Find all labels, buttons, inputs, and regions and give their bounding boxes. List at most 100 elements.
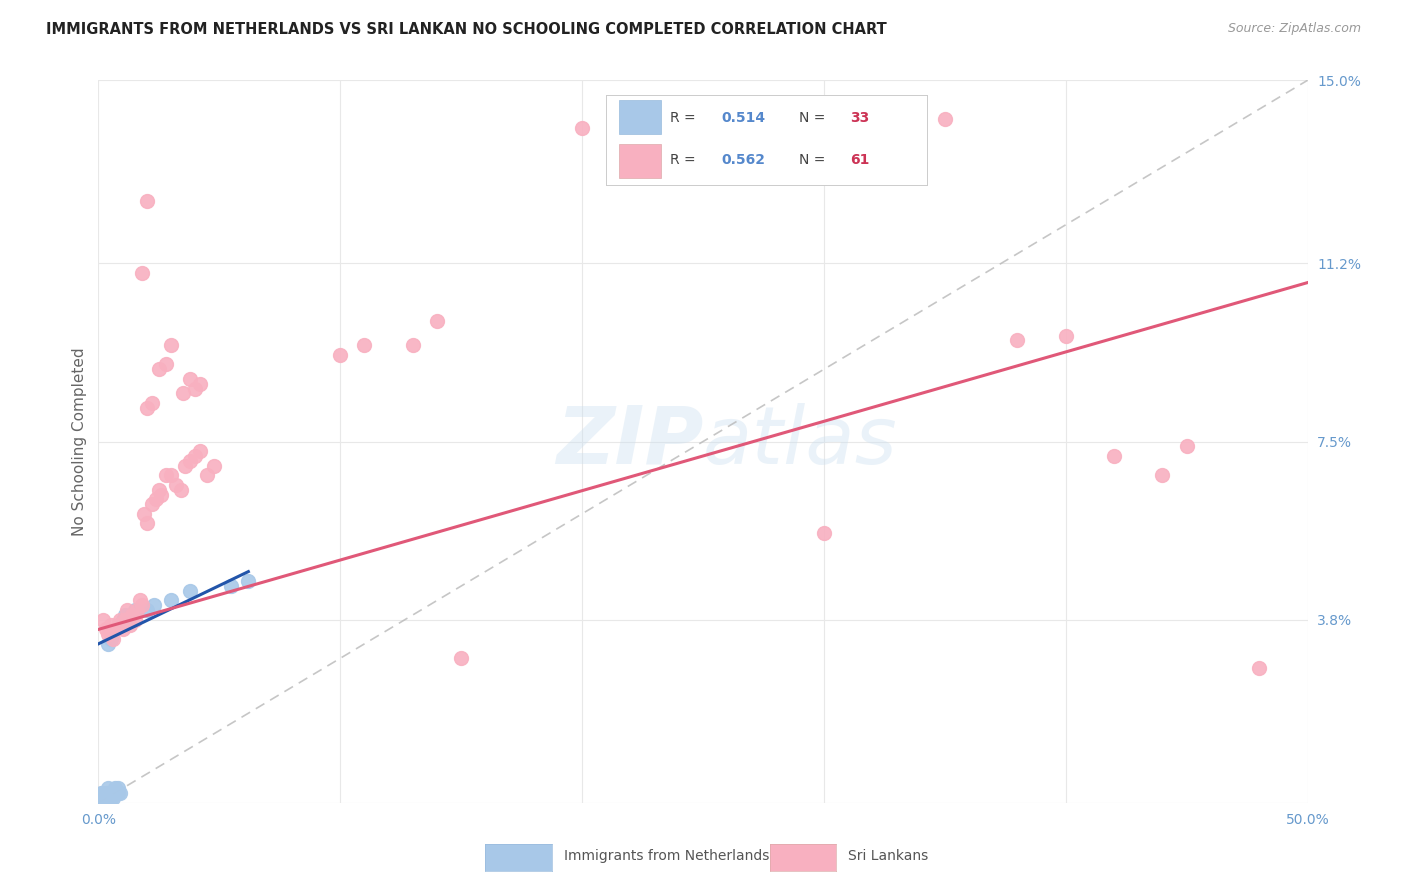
Point bbox=[91, 796, 114, 810]
Point bbox=[97, 637, 120, 651]
Point bbox=[91, 791, 114, 805]
Point bbox=[111, 623, 134, 637]
Point bbox=[91, 613, 114, 627]
Point bbox=[100, 617, 122, 632]
Point bbox=[135, 194, 157, 208]
Text: Source: ZipAtlas.com: Source: ZipAtlas.com bbox=[1227, 22, 1361, 36]
Point bbox=[114, 613, 136, 627]
Point bbox=[107, 617, 129, 632]
Point bbox=[124, 613, 146, 627]
Point bbox=[104, 623, 127, 637]
Point bbox=[619, 155, 641, 169]
Point bbox=[160, 468, 183, 483]
Point bbox=[1007, 334, 1029, 348]
Point bbox=[1249, 661, 1271, 675]
Point bbox=[172, 386, 194, 401]
Point bbox=[97, 781, 120, 796]
Point bbox=[179, 583, 201, 598]
Point bbox=[90, 791, 112, 805]
Text: Immigrants from Netherlands: Immigrants from Netherlands bbox=[564, 849, 769, 863]
Point bbox=[100, 632, 122, 646]
Text: IMMIGRANTS FROM NETHERLANDS VS SRI LANKAN NO SCHOOLING COMPLETED CORRELATION CHA: IMMIGRANTS FROM NETHERLANDS VS SRI LANKA… bbox=[46, 22, 887, 37]
Text: atlas: atlas bbox=[703, 402, 898, 481]
Point bbox=[135, 603, 157, 617]
Point bbox=[426, 314, 449, 328]
Point bbox=[402, 338, 425, 352]
Point bbox=[150, 487, 173, 501]
Point bbox=[571, 121, 593, 136]
Point bbox=[155, 358, 177, 372]
Point bbox=[160, 338, 183, 352]
Point bbox=[100, 786, 122, 800]
Point bbox=[353, 338, 375, 352]
Point bbox=[148, 362, 170, 376]
Point bbox=[813, 526, 835, 541]
Point bbox=[97, 791, 120, 805]
Point bbox=[135, 401, 157, 415]
Point bbox=[134, 507, 156, 521]
Point bbox=[121, 607, 143, 622]
Point bbox=[145, 492, 167, 507]
Point bbox=[97, 786, 120, 800]
Point bbox=[128, 593, 150, 607]
Point bbox=[184, 382, 207, 396]
Point bbox=[179, 454, 201, 468]
Point bbox=[188, 376, 211, 391]
Point bbox=[107, 786, 129, 800]
Point bbox=[108, 613, 131, 627]
Point bbox=[94, 791, 117, 805]
Point bbox=[108, 786, 131, 800]
Point bbox=[221, 579, 243, 593]
Point bbox=[94, 786, 117, 800]
Point bbox=[127, 603, 149, 617]
Point bbox=[90, 786, 112, 800]
Point bbox=[94, 623, 117, 637]
Point bbox=[238, 574, 260, 589]
Point bbox=[141, 396, 163, 410]
Point bbox=[169, 483, 191, 497]
Point bbox=[148, 483, 170, 497]
Point bbox=[131, 599, 153, 613]
Point bbox=[91, 786, 114, 800]
Point bbox=[450, 651, 472, 665]
Point bbox=[765, 107, 787, 121]
Point bbox=[101, 632, 124, 646]
Point bbox=[124, 603, 146, 617]
Y-axis label: No Schooling Completed: No Schooling Completed bbox=[72, 347, 87, 536]
Point bbox=[114, 607, 136, 622]
Point bbox=[141, 497, 163, 511]
Point bbox=[934, 112, 956, 126]
Point bbox=[100, 791, 122, 805]
Point bbox=[90, 796, 112, 810]
Point bbox=[97, 627, 120, 641]
Point bbox=[1175, 439, 1198, 453]
Point bbox=[101, 791, 124, 805]
Point bbox=[104, 786, 127, 800]
Point bbox=[1102, 449, 1125, 463]
Point bbox=[160, 593, 183, 607]
Point bbox=[117, 603, 139, 617]
Point bbox=[195, 468, 218, 483]
Point bbox=[118, 617, 141, 632]
Point bbox=[188, 444, 211, 458]
Point bbox=[111, 613, 134, 627]
Point bbox=[174, 458, 197, 473]
Point bbox=[117, 613, 139, 627]
Point bbox=[1152, 468, 1174, 483]
Text: Sri Lankans: Sri Lankans bbox=[848, 849, 928, 863]
Point bbox=[165, 478, 187, 492]
Point bbox=[329, 348, 352, 362]
Text: ZIP: ZIP bbox=[555, 402, 703, 481]
Point bbox=[1054, 328, 1077, 343]
Point bbox=[204, 458, 226, 473]
Point bbox=[104, 781, 127, 796]
Point bbox=[179, 372, 201, 386]
Point bbox=[135, 516, 157, 531]
Point bbox=[143, 599, 166, 613]
Point bbox=[94, 796, 117, 810]
Point bbox=[155, 468, 177, 483]
Point bbox=[107, 781, 129, 796]
Point bbox=[131, 266, 153, 280]
Point bbox=[101, 786, 124, 800]
Point bbox=[184, 449, 207, 463]
